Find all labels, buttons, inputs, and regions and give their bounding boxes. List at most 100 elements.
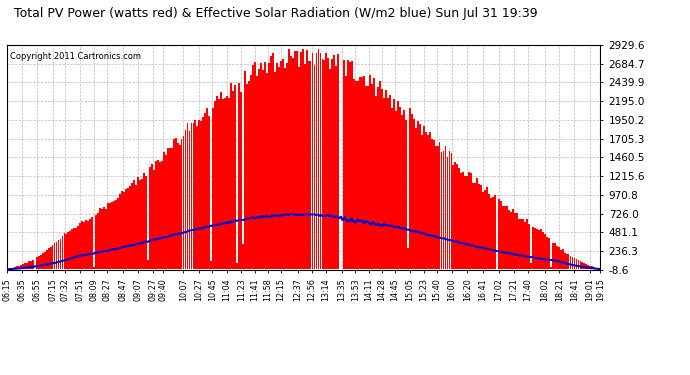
Bar	[165, 155, 166, 269]
Bar	[532, 226, 534, 269]
Bar	[56, 242, 57, 269]
Bar	[518, 219, 520, 269]
Bar	[302, 49, 304, 269]
Bar	[297, 67, 299, 269]
Bar	[484, 190, 486, 269]
Bar	[213, 108, 214, 269]
Bar	[530, 263, 532, 269]
Bar	[379, 81, 381, 269]
Bar	[351, 61, 353, 269]
Bar	[548, 238, 550, 269]
Bar	[91, 217, 93, 269]
Bar	[544, 234, 546, 269]
Bar	[135, 185, 137, 269]
Bar	[41, 253, 43, 269]
Bar	[536, 229, 538, 269]
Bar	[299, 52, 302, 269]
Bar	[324, 60, 326, 269]
Bar	[222, 99, 224, 269]
Bar	[107, 203, 109, 269]
Bar	[28, 261, 30, 269]
Bar	[373, 78, 375, 269]
Bar	[598, 268, 599, 269]
Bar	[52, 245, 54, 269]
Bar	[333, 54, 335, 269]
Bar	[393, 99, 395, 269]
Bar	[59, 238, 61, 269]
Bar	[244, 71, 246, 269]
Bar	[75, 228, 77, 269]
Bar	[286, 63, 288, 269]
Bar	[296, 51, 297, 269]
Bar	[425, 132, 426, 269]
Bar	[439, 141, 440, 269]
Bar	[125, 189, 127, 269]
Bar	[294, 51, 295, 269]
Bar	[282, 58, 284, 269]
Bar	[435, 146, 437, 269]
Bar	[520, 219, 522, 269]
Bar	[79, 223, 81, 269]
Bar	[240, 92, 242, 269]
Bar	[86, 220, 87, 269]
Bar	[133, 180, 135, 269]
Bar	[170, 148, 172, 269]
Bar	[276, 63, 278, 269]
Bar	[587, 265, 589, 269]
Bar	[105, 209, 107, 269]
Bar	[437, 146, 439, 269]
Bar	[510, 213, 512, 269]
Bar	[355, 81, 357, 269]
Bar	[40, 255, 41, 269]
Bar	[143, 173, 145, 269]
Bar	[188, 131, 190, 269]
Bar	[389, 94, 391, 269]
Bar	[564, 253, 566, 269]
Bar	[451, 153, 453, 269]
Bar	[575, 259, 578, 269]
Bar	[260, 63, 262, 269]
Bar	[12, 268, 14, 269]
Bar	[141, 179, 143, 269]
Bar	[584, 263, 585, 269]
Bar	[57, 240, 59, 269]
Bar	[553, 243, 555, 269]
Bar	[206, 108, 208, 269]
Bar	[30, 261, 32, 269]
Bar	[290, 56, 292, 269]
Bar	[460, 172, 462, 269]
Bar	[411, 114, 413, 269]
Bar	[582, 262, 583, 269]
Bar	[413, 119, 415, 269]
Bar	[152, 170, 155, 269]
Bar	[119, 194, 121, 269]
Bar	[415, 128, 417, 269]
Text: Copyright 2011 Cartronics.com: Copyright 2011 Cartronics.com	[10, 52, 141, 61]
Bar	[190, 123, 193, 269]
Bar	[151, 164, 152, 269]
Bar	[139, 180, 141, 269]
Bar	[464, 176, 466, 269]
Bar	[248, 81, 250, 269]
Bar	[401, 115, 403, 269]
Bar	[127, 188, 129, 269]
Bar	[168, 148, 170, 269]
Bar	[104, 207, 105, 269]
Bar	[426, 135, 428, 269]
Bar	[274, 72, 276, 269]
Bar	[54, 243, 55, 269]
Bar	[36, 257, 38, 269]
Bar	[442, 151, 444, 269]
Bar	[486, 188, 488, 269]
Bar	[186, 123, 188, 269]
Bar	[77, 226, 79, 269]
Bar	[161, 160, 163, 269]
Bar	[381, 89, 383, 269]
Bar	[433, 140, 435, 269]
Bar	[254, 63, 256, 269]
Bar	[428, 132, 431, 269]
Bar	[20, 265, 21, 269]
Bar	[145, 176, 147, 269]
Bar	[550, 267, 551, 269]
Bar	[516, 213, 518, 269]
